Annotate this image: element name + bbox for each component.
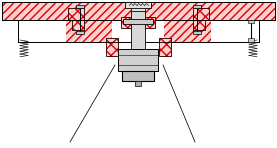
Bar: [193, 8, 209, 20]
Bar: [125, 2, 152, 8]
Bar: [145, 17, 155, 28]
Bar: [68, 8, 84, 20]
Bar: [193, 20, 205, 30]
Bar: [132, 11, 145, 49]
Bar: [122, 17, 132, 28]
Bar: [119, 49, 158, 71]
Bar: [76, 5, 84, 8]
Bar: [159, 38, 171, 56]
Bar: [122, 71, 155, 81]
Bar: [248, 20, 254, 23]
Bar: [145, 17, 155, 28]
Bar: [135, 81, 142, 86]
Bar: [193, 20, 205, 30]
Bar: [193, 5, 201, 8]
Bar: [68, 8, 84, 20]
Bar: [72, 20, 84, 30]
Bar: [2, 2, 275, 20]
Bar: [122, 17, 132, 28]
Bar: [248, 38, 254, 42]
Bar: [159, 38, 171, 56]
Bar: [193, 31, 201, 34]
Bar: [18, 20, 259, 42]
Bar: [112, 20, 165, 42]
Bar: [18, 20, 259, 42]
Bar: [132, 8, 145, 11]
Bar: [193, 8, 209, 20]
Bar: [18, 20, 66, 42]
Bar: [211, 20, 259, 42]
Bar: [124, 19, 153, 24]
Bar: [76, 31, 84, 34]
Bar: [2, 2, 275, 20]
Bar: [72, 20, 84, 30]
Bar: [106, 38, 118, 56]
Bar: [106, 38, 118, 56]
